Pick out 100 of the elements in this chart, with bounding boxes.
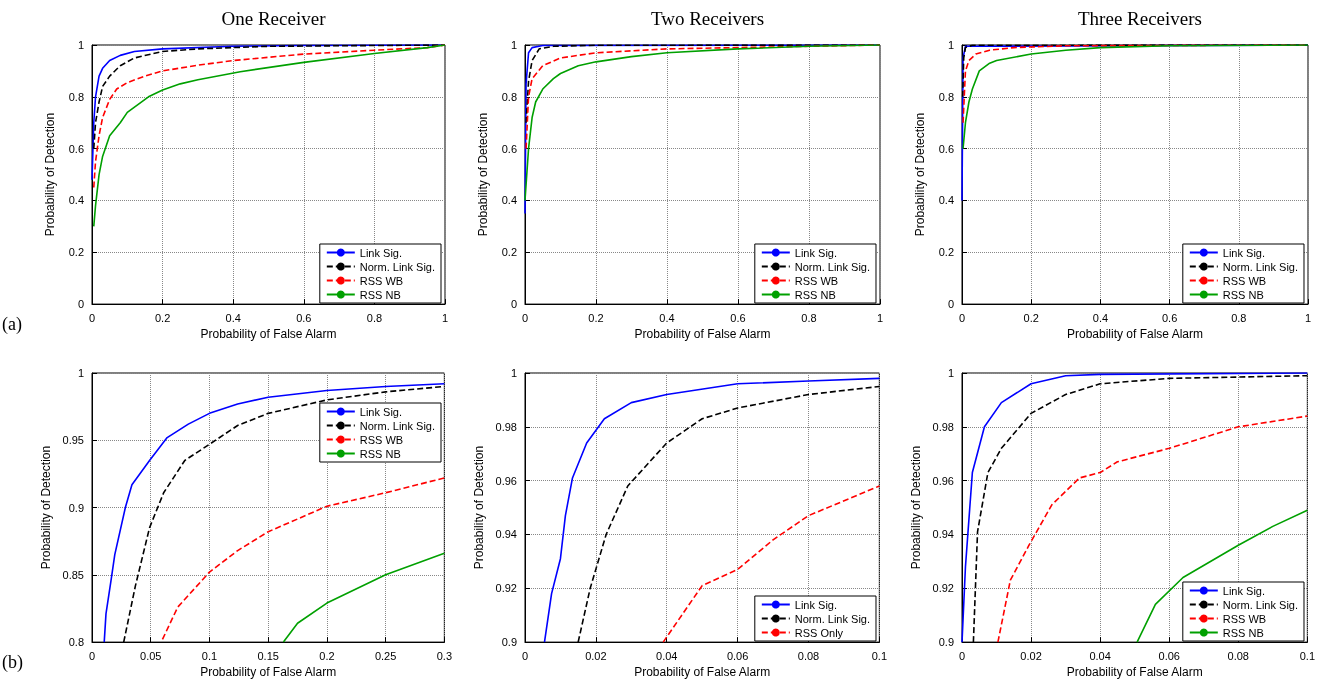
legend-label: RSS Only <box>794 626 844 639</box>
x-tick-label: 0 <box>88 649 96 662</box>
y-tick-label: 0.9 <box>68 501 84 514</box>
legend-label: Link Sig. <box>1222 584 1266 597</box>
text: (a) <box>2 314 22 335</box>
legend-label: Link Sig. <box>359 246 403 259</box>
y-tick-label: 0.2 <box>68 246 84 259</box>
legend-label: RSS WB <box>1222 274 1267 287</box>
y-tick-label: 1 <box>510 367 517 379</box>
y-axis-title: Probability of Detection <box>908 445 923 570</box>
y-tick-label: 1 <box>947 39 954 51</box>
x-tick-label: 0.8 <box>366 311 383 324</box>
x-tick-label: 0.4 <box>659 311 675 324</box>
y-tick-label: 0.98 <box>495 420 517 433</box>
y-tick-label: 0.2 <box>501 246 517 259</box>
x-tick-label: 0.4 <box>1092 311 1109 324</box>
y-tick-label: 0.94 <box>495 528 517 541</box>
x-tick-label: 0 <box>88 311 96 324</box>
y-tick-label: 1 <box>77 367 84 379</box>
line-series <box>662 485 881 643</box>
legend-label: Link Sig. <box>794 598 838 611</box>
x-axis-title: Probability of False Alarm <box>634 327 771 341</box>
y-tick-label: 0.9 <box>501 636 517 649</box>
x-tick-label: 0.2 <box>319 649 335 662</box>
y-tick-label: 1 <box>510 39 517 51</box>
legend-label: Norm. Link Sig. <box>359 260 436 273</box>
y-tick-label: 0.4 <box>68 194 84 207</box>
x-tick-label: 0.04 <box>1089 649 1111 662</box>
chart-title: Two Receivers <box>650 8 765 29</box>
x-tick-label: 0 <box>521 649 529 662</box>
x-axis-title: Probability of False Alarm <box>1066 665 1203 679</box>
x-tick-label: 1 <box>1304 311 1312 324</box>
x-tick-label: 0.6 <box>296 311 312 324</box>
x-axis-title: Probability of False Alarm <box>634 665 771 679</box>
x-tick-label: 0 <box>958 649 966 662</box>
x-tick-label: 0.8 <box>801 311 817 324</box>
x-axis-title: Probability of False Alarm <box>200 327 337 341</box>
x-tick-label: 0.02 <box>585 649 607 662</box>
x-tick-label: 0.02 <box>1020 649 1042 662</box>
x-tick-label: 1 <box>876 311 884 324</box>
legend-label: Norm. Link Sig. <box>359 419 436 432</box>
x-tick-label: 1 <box>441 311 449 324</box>
x-tick-label: 0 <box>521 311 529 324</box>
y-axis-title: Probability of Detection <box>471 445 486 570</box>
y-tick-label: 0.8 <box>68 90 84 103</box>
y-axis-title: Probability of Detection <box>38 445 53 570</box>
y-axis-title: Probability of Detection <box>43 112 57 237</box>
y-tick-label: 0.6 <box>68 142 84 155</box>
x-tick-label: 0.2 <box>1023 311 1039 324</box>
y-tick-label: 0 <box>510 298 517 311</box>
line-series <box>282 552 446 643</box>
legend-label: Norm. Link Sig. <box>794 260 871 273</box>
legend-label: RSS WB <box>1222 612 1267 625</box>
legend-label: RSS NB <box>359 288 401 301</box>
legend-label: RSS NB <box>359 447 401 460</box>
line-series <box>962 44 1309 150</box>
x-tick-label: 0.6 <box>730 311 746 324</box>
x-tick-label: 0 <box>958 311 966 324</box>
y-tick-label: 0 <box>947 298 954 311</box>
y-tick-label: 0.8 <box>501 90 517 103</box>
y-tick-label: 1 <box>77 39 84 51</box>
legend-label: Norm. Link Sig. <box>1222 598 1299 611</box>
x-tick-label: 0.2 <box>154 311 171 324</box>
legend-label: RSS NB <box>1222 288 1264 301</box>
legend-label: RSS NB <box>794 288 836 301</box>
y-axis-title: Probability of Detection <box>476 112 490 237</box>
y-tick-label: 1 <box>947 367 954 379</box>
line-series <box>161 477 446 641</box>
y-tick-label: 0.4 <box>501 194 517 207</box>
y-tick-label: 0.94 <box>932 528 954 541</box>
y-tick-label: 0.4 <box>938 194 954 207</box>
y-tick-label: 0 <box>77 298 84 311</box>
legend-label: Link Sig. <box>794 246 838 259</box>
line-series <box>997 415 1309 643</box>
x-tick-label: 0.4 <box>225 311 241 324</box>
legend-label: Norm. Link Sig. <box>794 612 871 625</box>
x-tick-label: 0.1 <box>1299 649 1315 662</box>
y-tick-label: 0.92 <box>495 582 517 595</box>
x-tick-label: 0.1 <box>871 649 887 662</box>
x-tick-label: 0.8 <box>1231 311 1247 324</box>
x-tick-label: 0.1 <box>201 649 218 662</box>
y-axis-title: Probability of Detection <box>913 112 927 237</box>
text: (b) <box>2 652 23 673</box>
y-tick-label: 0.95 <box>62 434 84 447</box>
y-tick-label: 0.8 <box>938 90 954 103</box>
y-tick-label: 0.92 <box>932 582 954 595</box>
legend-label: RSS WB <box>359 274 404 287</box>
x-tick-label: 0.08 <box>1227 649 1249 662</box>
x-tick-label: 0.08 <box>797 649 820 662</box>
legend-label: RSS WB <box>794 274 839 287</box>
legend-label: RSS WB <box>359 433 404 446</box>
x-axis-title: Probability of False Alarm <box>1066 327 1204 341</box>
x-tick-label: 0.6 <box>1161 311 1178 324</box>
y-tick-label: 0.96 <box>932 474 954 487</box>
chart-title: Three Receivers <box>1078 8 1202 29</box>
x-tick-label: 0.2 <box>588 311 604 324</box>
x-axis-title: Probability of False Alarm <box>200 665 337 679</box>
x-tick-label: 0.25 <box>374 649 397 662</box>
legend-label: Link Sig. <box>359 405 403 418</box>
chart-title: One Receiver <box>221 8 327 29</box>
